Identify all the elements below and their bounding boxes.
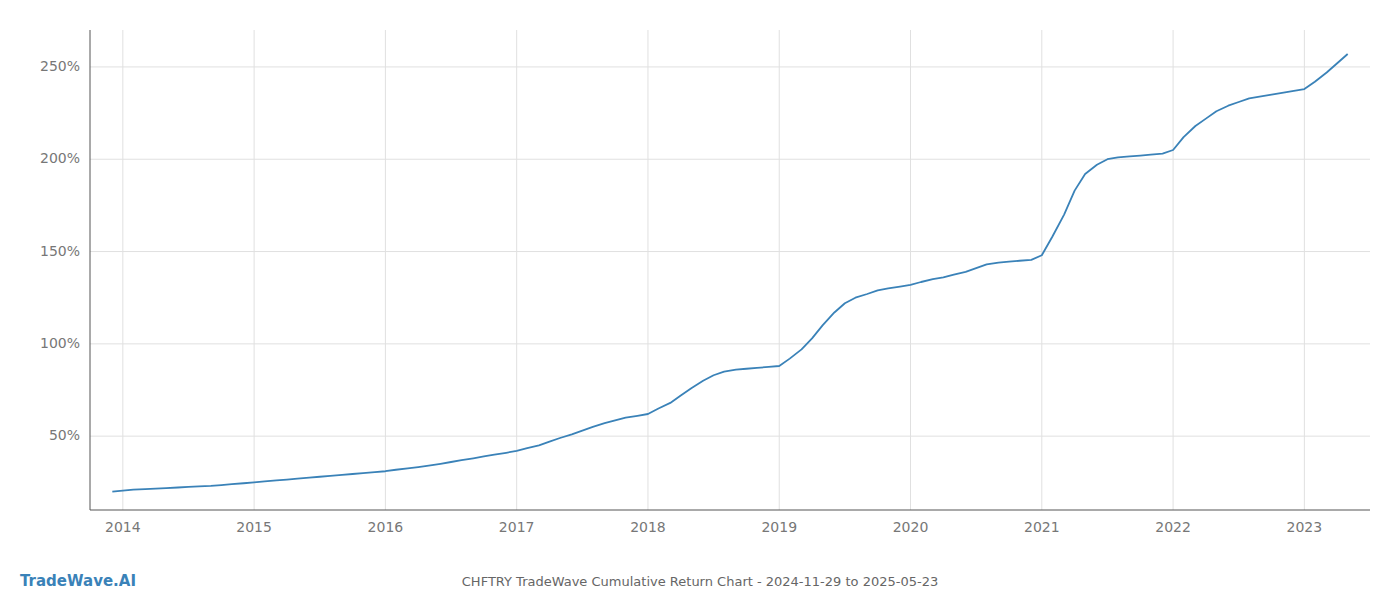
x-tick-label: 2020 bbox=[893, 519, 929, 535]
grid-line-y bbox=[90, 251, 1370, 252]
grid-line-x bbox=[516, 30, 517, 510]
title: CHFTRY TradeWave Cumulative Return Chart… bbox=[462, 574, 938, 589]
ticks: 50% 100% 150% 200% 250% 2014 2015 2016 2017 2018 2… bbox=[40, 58, 1322, 535]
plot-area bbox=[112, 54, 1347, 492]
grid-line-x bbox=[647, 30, 648, 510]
y-tick-label: 250% bbox=[40, 58, 80, 74]
grid bbox=[90, 30, 1370, 510]
y-axis-line bbox=[90, 30, 91, 510]
y-tick-label: 100% bbox=[40, 335, 80, 351]
grid-line-x bbox=[779, 30, 780, 510]
watermark: TradeWave.AI bbox=[20, 572, 136, 590]
x-tick-label: 2021 bbox=[1024, 519, 1060, 535]
grid-line-x bbox=[1304, 30, 1305, 510]
grid-line-x bbox=[122, 30, 123, 510]
x-axis-line bbox=[90, 510, 1370, 511]
y-tick-label: 150% bbox=[40, 243, 80, 259]
grid-line-x bbox=[385, 30, 386, 510]
grid-line-y bbox=[90, 343, 1370, 344]
x-tick-label: 2014 bbox=[105, 519, 141, 535]
x-tick-label: 2016 bbox=[368, 519, 404, 535]
grid-line-y bbox=[90, 159, 1370, 160]
grid-line-x bbox=[254, 30, 255, 510]
x-tick-label: 2019 bbox=[761, 519, 797, 535]
x-tick-label: 2015 bbox=[236, 519, 272, 535]
grid-line-y bbox=[90, 436, 1370, 437]
x-tick-label: 2018 bbox=[630, 519, 666, 535]
chart: 50% 100% 150% 200% 250% 2014 2015 2016 2017 2018 2… bbox=[0, 0, 1400, 600]
x-tick-label: 2017 bbox=[499, 519, 535, 535]
x-tick-label: 2022 bbox=[1155, 519, 1191, 535]
grid-line-x bbox=[1173, 30, 1174, 510]
x-tick-label: 2023 bbox=[1287, 519, 1323, 535]
data-line bbox=[112, 54, 1347, 492]
y-tick-label: 200% bbox=[40, 150, 80, 166]
grid-line-x bbox=[910, 30, 911, 510]
y-tick-label: 50% bbox=[49, 427, 80, 443]
grid-line-x bbox=[1041, 30, 1042, 510]
grid-line-y bbox=[90, 66, 1370, 67]
